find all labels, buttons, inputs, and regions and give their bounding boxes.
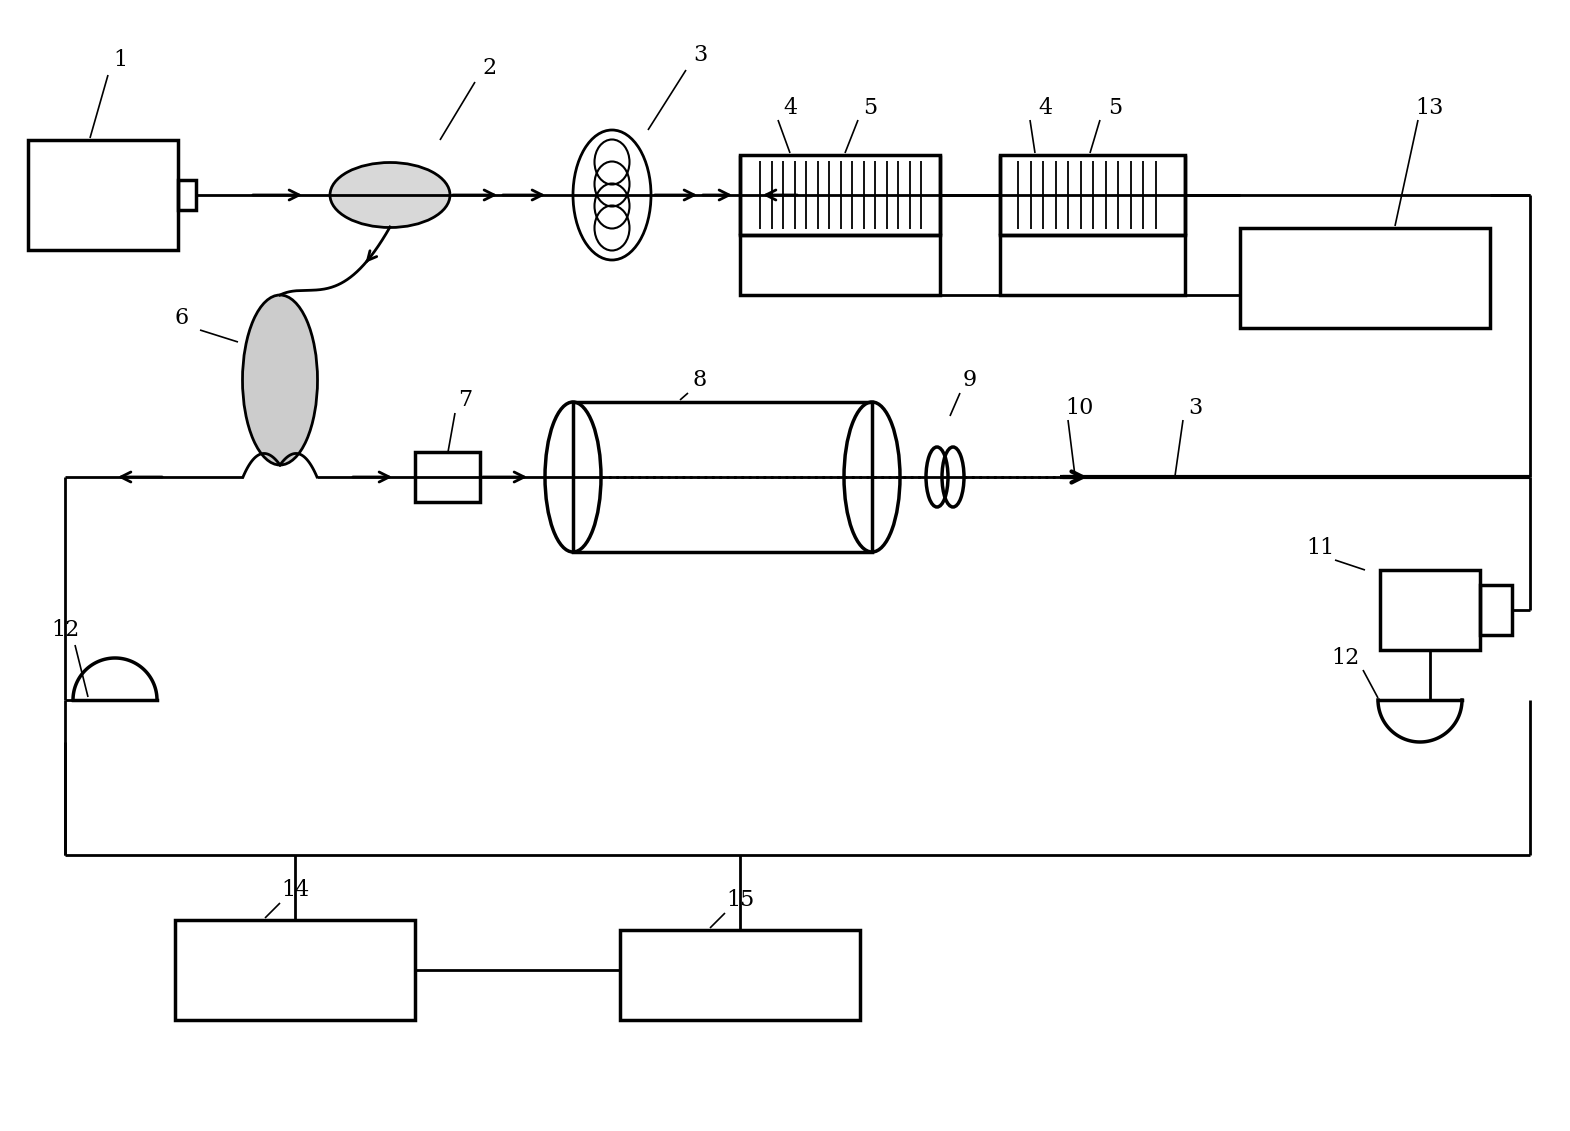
Text: 2: 2 — [484, 57, 498, 79]
Ellipse shape — [242, 295, 317, 465]
Bar — [1000, 155, 1185, 235]
Text: 3: 3 — [1188, 397, 1203, 418]
Bar — [739, 155, 940, 235]
Text: 1: 1 — [113, 49, 127, 71]
Bar — [177, 180, 196, 210]
Text: 8: 8 — [692, 369, 706, 391]
Text: 4: 4 — [783, 97, 798, 119]
Text: 9: 9 — [962, 369, 977, 391]
Bar — [620, 930, 860, 1020]
Text: 5: 5 — [864, 97, 878, 119]
Text: 4: 4 — [1038, 97, 1052, 119]
Text: 5: 5 — [1108, 97, 1123, 119]
Text: 12: 12 — [1331, 647, 1360, 670]
Text: 12: 12 — [50, 619, 78, 641]
Ellipse shape — [330, 163, 451, 227]
Bar — [1240, 228, 1490, 328]
Text: 11: 11 — [1306, 537, 1334, 559]
Text: 14: 14 — [281, 879, 309, 901]
Bar — [739, 235, 940, 295]
Bar — [174, 920, 414, 1020]
Text: 15: 15 — [725, 889, 754, 910]
Bar — [1380, 570, 1481, 650]
Bar — [414, 452, 480, 502]
Bar — [1481, 585, 1512, 634]
Text: 3: 3 — [692, 44, 706, 66]
Text: 7: 7 — [458, 389, 473, 411]
Text: 6: 6 — [174, 307, 188, 329]
Bar — [1000, 235, 1185, 295]
Text: 10: 10 — [1066, 397, 1094, 418]
Bar — [573, 402, 871, 552]
Text: 13: 13 — [1416, 97, 1444, 119]
Bar — [28, 140, 177, 250]
